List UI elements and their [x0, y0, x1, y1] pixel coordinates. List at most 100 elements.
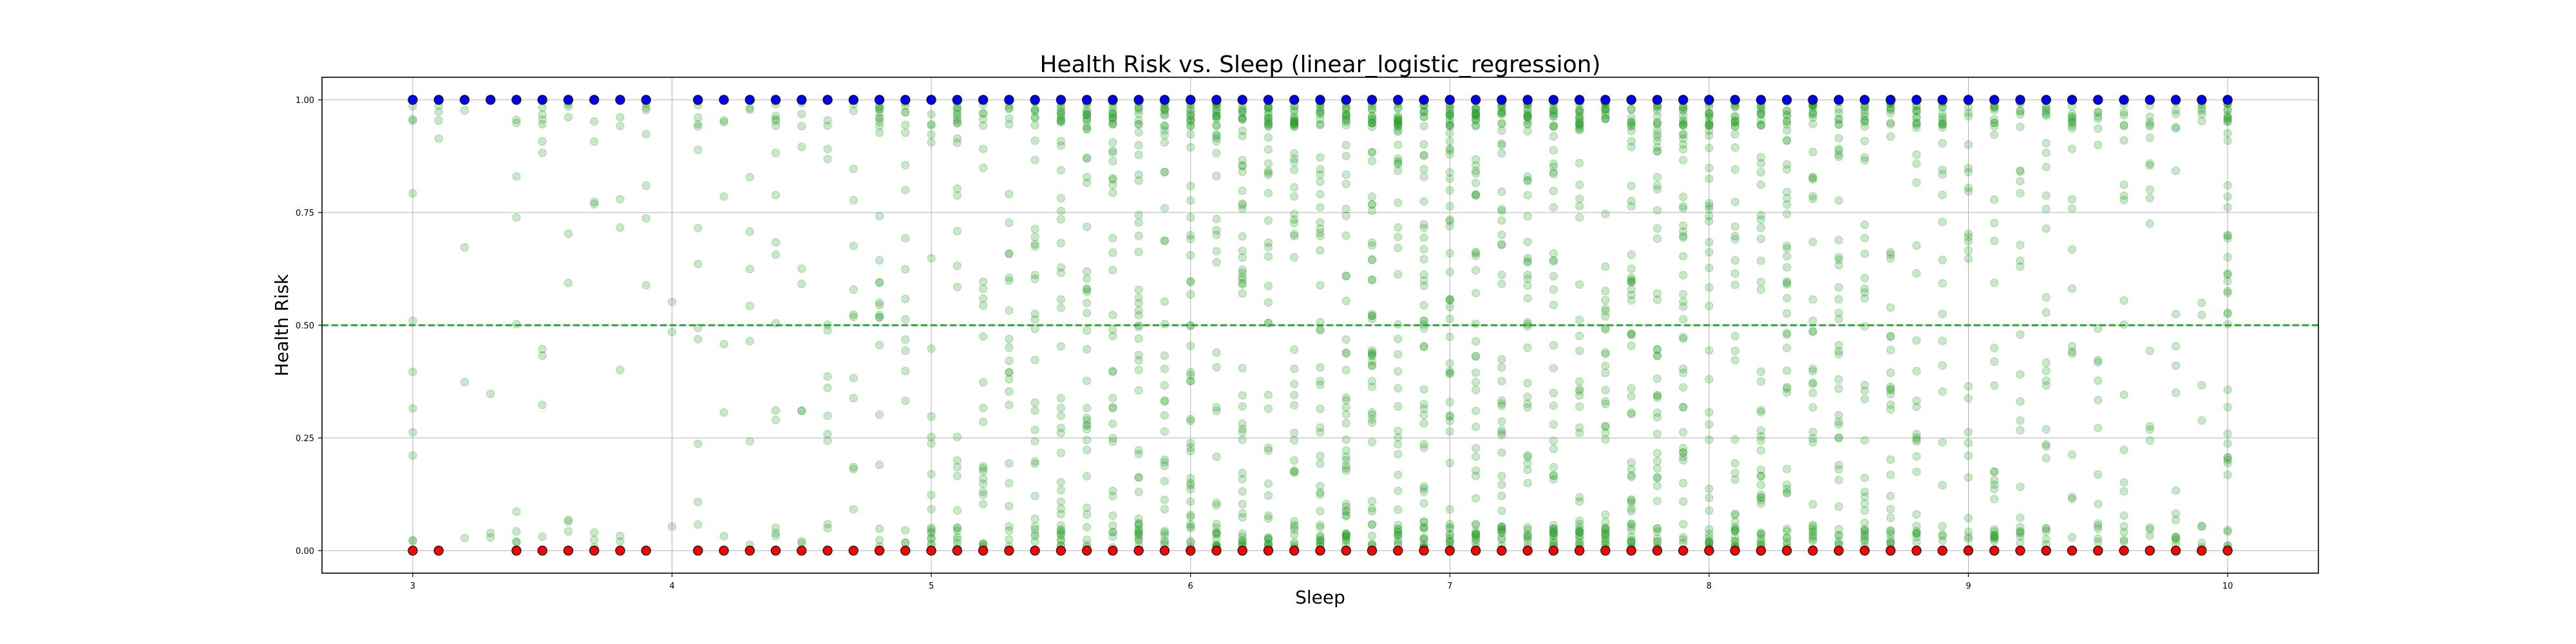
probability-point	[2119, 487, 2128, 496]
probability-point	[1368, 504, 1377, 513]
probability-point	[1083, 287, 1092, 296]
probability-point	[1005, 401, 1014, 410]
probability-point	[1056, 269, 1065, 278]
probability-point	[1990, 218, 1999, 227]
probability-point	[2223, 269, 2232, 278]
probability-point	[512, 115, 521, 124]
probability-point	[1368, 115, 1377, 124]
probability-point	[1964, 184, 1973, 193]
probability-point	[1341, 452, 1350, 461]
probability-point	[875, 105, 884, 114]
probability-point	[745, 227, 754, 236]
probability-point	[2172, 109, 2181, 118]
probability-point	[1160, 298, 1169, 307]
probability-point	[1290, 530, 1299, 539]
probability-point	[901, 265, 910, 274]
probability-point	[1290, 231, 1299, 240]
probability-point	[1290, 106, 1299, 115]
probability-point	[823, 412, 832, 421]
probability-point	[1445, 144, 1454, 153]
probability-point	[1316, 531, 1325, 540]
probability-point	[1653, 537, 1662, 546]
probability-point	[1808, 110, 1817, 119]
probability-point	[1601, 304, 1610, 313]
probability-point	[1419, 233, 1428, 242]
probability-point	[1264, 168, 1273, 177]
probability-point	[1964, 394, 1973, 403]
probability-point	[1860, 274, 1869, 283]
probability-point	[1549, 462, 1558, 471]
probability-point	[1834, 261, 1843, 270]
probability-point	[1886, 383, 1895, 392]
probability-point	[512, 213, 521, 222]
probability-point	[1341, 109, 1350, 118]
probability-point	[1445, 295, 1454, 304]
probability-point	[1368, 118, 1377, 127]
probability-point	[1186, 109, 1195, 118]
positive-class-point	[719, 95, 729, 105]
probability-point	[1834, 283, 1843, 292]
probability-point	[1964, 382, 1973, 391]
probability-point	[2094, 470, 2103, 479]
probability-point	[1497, 377, 1506, 386]
probability-point	[1730, 526, 1739, 535]
probability-point	[2094, 424, 2103, 433]
probability-point	[1912, 123, 1921, 132]
probability-point	[2145, 133, 2154, 142]
probability-point	[1679, 402, 1688, 412]
probability-point	[2016, 189, 2025, 198]
probability-point	[1056, 137, 1065, 146]
probability-point	[1964, 164, 1973, 173]
negative-class-point	[822, 545, 833, 556]
x-tick-label: 7	[1447, 582, 1452, 591]
probability-point	[1523, 459, 1532, 468]
probability-point	[1083, 114, 1092, 123]
x-tick-label: 9	[1965, 582, 1971, 591]
probability-point	[1860, 518, 1869, 527]
probability-point	[1316, 381, 1325, 390]
probability-point	[1886, 254, 1895, 263]
positive-class-point	[1522, 95, 1533, 105]
probability-point	[1290, 522, 1299, 531]
probability-point	[2041, 366, 2050, 375]
probability-point	[1730, 525, 1739, 534]
probability-point	[927, 120, 936, 129]
probability-point	[1756, 121, 1765, 130]
positive-class-point	[1781, 95, 1792, 105]
probability-point	[1601, 114, 1610, 123]
probability-point	[1290, 183, 1299, 192]
probability-point	[1238, 509, 1247, 518]
probability-point	[1601, 262, 1610, 271]
negative-class-point	[1730, 545, 1740, 556]
positive-class-point	[926, 95, 936, 105]
probability-point	[1834, 433, 1843, 442]
probability-point	[823, 524, 832, 533]
probability-point	[1005, 478, 1014, 488]
probability-point	[1523, 120, 1532, 129]
probability-point	[1108, 120, 1117, 129]
probability-point	[1472, 531, 1481, 540]
probability-point	[1472, 111, 1481, 120]
probability-point	[1419, 220, 1428, 229]
probability-point	[1938, 170, 1947, 179]
probability-point	[2068, 495, 2077, 504]
probability-point	[1134, 518, 1143, 527]
probability-point	[1549, 401, 1558, 410]
probability-point	[1705, 346, 1714, 355]
probability-point	[1056, 116, 1065, 125]
positive-class-point	[1081, 95, 1092, 105]
probability-point	[901, 128, 910, 137]
probability-point	[1030, 522, 1039, 531]
probability-point	[1730, 269, 1739, 278]
probability-point	[1964, 246, 1973, 255]
probability-point	[1990, 195, 1999, 204]
probability-point	[797, 406, 806, 415]
probability-point	[1341, 110, 1350, 119]
probability-point	[1341, 402, 1350, 412]
probability-point	[1472, 115, 1481, 124]
probability-point	[641, 214, 650, 223]
probability-point	[1886, 106, 1895, 115]
probability-point	[875, 114, 884, 123]
probability-point	[1445, 109, 1454, 118]
positive-class-point	[1756, 95, 1766, 105]
